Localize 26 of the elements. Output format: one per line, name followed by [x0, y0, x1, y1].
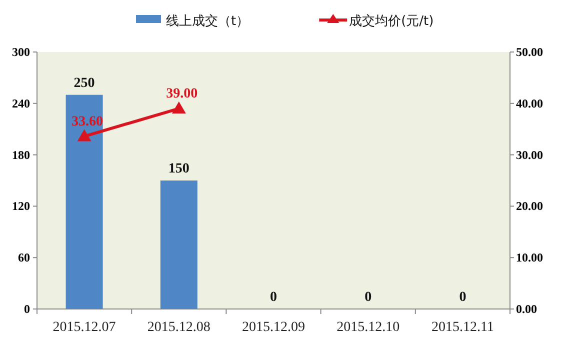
- y2-tick-label: 50.00: [516, 45, 543, 59]
- data-label: 0: [459, 290, 466, 305]
- x-tick-label: 2015.12.10: [336, 320, 400, 335]
- legend-label: 线上成交（t）: [166, 13, 250, 29]
- x-tick-label: 2015.12.09: [242, 320, 305, 335]
- data-label: 0: [364, 290, 372, 305]
- x-tick-label: 2015.12.07: [52, 320, 116, 335]
- y2-tick-label: 10.00: [516, 250, 543, 265]
- data-label: 150: [168, 162, 190, 176]
- y2-tick-label: 40.00: [516, 96, 543, 110]
- legend-label: 成交均价(元/t): [349, 13, 434, 29]
- x-tick-label: 2015.12.08: [147, 320, 210, 335]
- y2-tick-label: 0.00: [516, 302, 537, 316]
- y-tick-label: 240: [12, 96, 30, 110]
- data-label: 0: [270, 290, 277, 305]
- y2-tick-label: 20.00: [516, 199, 543, 214]
- y-tick-label: 120: [12, 199, 30, 214]
- y-tick-label: 60: [18, 250, 30, 265]
- y2-tick-label: 30.00: [516, 148, 543, 162]
- y-tick-label: 180: [12, 148, 30, 162]
- data-label: 39.00: [166, 86, 198, 102]
- data-label: 250: [74, 76, 95, 91]
- y-tick-label: 0: [24, 302, 30, 316]
- x-tick-label: 2015.12.11: [431, 320, 494, 335]
- y-tick-label: 300: [12, 45, 30, 59]
- data-label: 33.60: [72, 114, 104, 130]
